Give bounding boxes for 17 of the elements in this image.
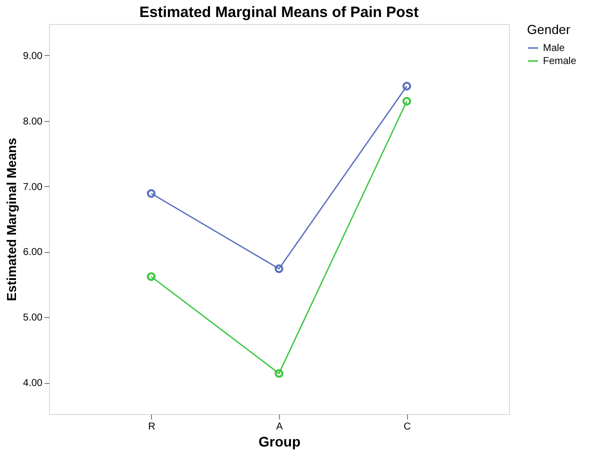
point bbox=[274, 369, 284, 378]
y-tick-label: 6.00 bbox=[23, 247, 43, 258]
legend-title: Gender bbox=[527, 22, 572, 37]
legend-label: Female bbox=[543, 56, 577, 67]
y-tick-label: 7.00 bbox=[23, 182, 43, 193]
y-tick-label: 8.00 bbox=[23, 116, 43, 128]
x-tick-label: R bbox=[148, 422, 156, 432]
x-axis-title: Group bbox=[258, 434, 300, 450]
y-tick-label: 4.00 bbox=[23, 378, 43, 390]
point bbox=[274, 264, 284, 274]
y-tick-label: 5.00 bbox=[23, 312, 43, 324]
y-tick-label: 9.00 bbox=[23, 50, 43, 62]
x-tick-label: C bbox=[404, 422, 411, 432]
legend-label: Male bbox=[543, 43, 566, 54]
x-tick-label: A bbox=[276, 422, 284, 432]
chart-title: Estimated Marginal Means of Pain Post bbox=[139, 4, 419, 21]
y-axis-title: Estimated Marginal Means bbox=[4, 138, 20, 302]
